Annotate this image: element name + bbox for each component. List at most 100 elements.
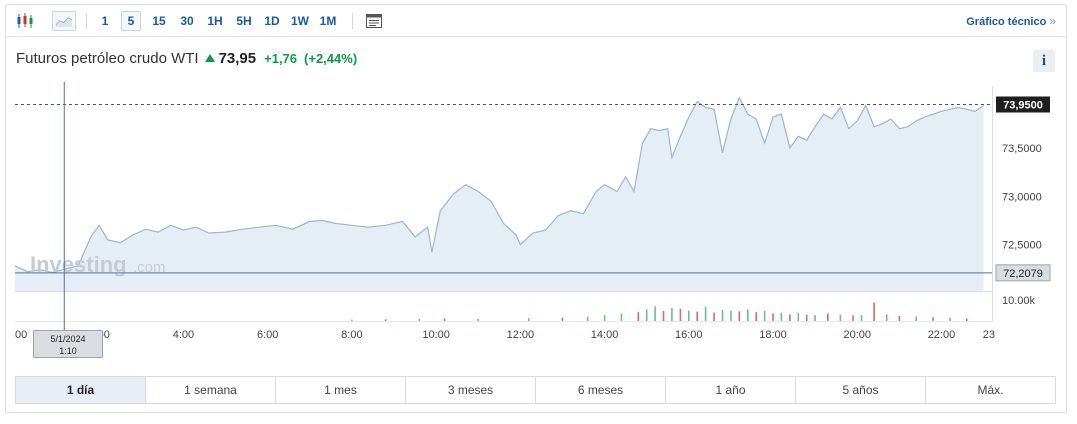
volume-bar	[654, 306, 656, 321]
price-series-line	[14, 96, 984, 274]
volume-bar	[696, 311, 698, 322]
y-tick-label: 73,5000	[1002, 143, 1042, 155]
range-tab-1[interactable]: 1 semana	[146, 377, 276, 403]
price-change: +1,76	[264, 51, 298, 66]
x-tick-label: 16:00	[675, 329, 703, 341]
volume-bar	[949, 317, 951, 321]
price-change-percent: (+2,44%)	[304, 51, 358, 66]
tooltip-date: 5/1/2024	[50, 334, 86, 344]
volume-bar	[637, 312, 640, 321]
volume-bar	[747, 309, 749, 321]
double-chevron-right-icon: »	[1049, 14, 1056, 28]
range-tab-3[interactable]: 3 meses	[406, 377, 536, 403]
timeframe-1m[interactable]: 1M	[319, 14, 337, 28]
x-tick-label: 20:00	[843, 329, 871, 341]
watermark-suffix: .com	[133, 259, 166, 276]
range-tab-5[interactable]: 1 año	[666, 377, 796, 403]
volume-bar	[965, 318, 968, 321]
y-tick-label: 73,0000	[1002, 191, 1042, 203]
volume-bar	[645, 309, 648, 321]
area-chart-icon[interactable]	[52, 11, 76, 31]
range-tab-4[interactable]: 6 meses	[536, 377, 666, 403]
volume-bar	[839, 314, 842, 321]
timeframe-30[interactable]: 30	[180, 14, 194, 28]
x-tick-label: 23	[983, 329, 995, 341]
toolbar-divider	[86, 13, 87, 29]
volume-bar	[932, 317, 934, 321]
volume-bar	[873, 302, 875, 321]
panel-layout-icon[interactable]	[363, 11, 385, 31]
volume-bar	[721, 310, 724, 321]
volume-bar	[603, 315, 606, 321]
volume-bar	[797, 313, 800, 321]
volume-bar	[755, 312, 757, 321]
tooltip-time: 1:10	[59, 346, 77, 356]
chart-toolbar: 1 5 15 30 1H 5H 1D 1W 1M Gráfico técnico…	[6, 5, 1066, 37]
volume-bar	[789, 314, 791, 321]
x-tick-label: 4:00	[173, 329, 194, 341]
volume-bar	[885, 314, 888, 321]
volume-bar	[852, 315, 854, 321]
timeframe-1d[interactable]: 1D	[264, 14, 280, 28]
volume-bar	[662, 310, 665, 321]
crosshair-date-tooltip: 5/1/2024 1:10	[33, 330, 103, 358]
timeframe-5[interactable]: 5	[121, 11, 141, 31]
x-tick-label: 12:00	[507, 329, 535, 341]
timeframe-1h[interactable]: 1H	[207, 14, 223, 28]
instrument-header: Futuros petróleo crudo WTI 73,95 +1,76 (…	[16, 50, 357, 67]
range-tab-7[interactable]: Máx.	[926, 377, 1055, 403]
volume-bar	[780, 312, 783, 321]
y-tick-label: 72,5000	[1002, 240, 1042, 252]
volume-bar	[730, 310, 732, 321]
toolbar-divider	[352, 13, 353, 29]
volume-bar	[827, 313, 829, 321]
volume-bar	[688, 310, 690, 321]
volume-bar	[772, 313, 774, 321]
range-tab-6[interactable]: 5 años	[796, 377, 926, 403]
volume-bar	[898, 316, 901, 321]
volume-bar	[477, 318, 479, 321]
volume-bar	[586, 316, 589, 321]
x-tick-label: 8:00	[341, 329, 362, 341]
crosshair-price-label: 72,2079	[1003, 268, 1043, 280]
price-area-fill	[15, 97, 984, 291]
last-price: 73,95	[218, 50, 257, 67]
volume-bar	[671, 308, 673, 321]
x-tick-label: 10:00	[422, 329, 450, 341]
range-tab-0[interactable]: 1 día	[16, 377, 146, 403]
volume-bar	[384, 319, 387, 321]
timeframe-1[interactable]: 1	[101, 14, 109, 28]
x-tick-label: 14:00	[591, 329, 619, 341]
range-tab-2[interactable]: 1 mes	[276, 377, 406, 403]
technical-chart-label: Gráfico técnico	[966, 16, 1047, 28]
volume-bar	[443, 318, 446, 321]
volume-bar	[814, 315, 816, 321]
timeframe-5h[interactable]: 5H	[236, 14, 252, 28]
volume-bar	[418, 318, 421, 321]
volume-bar	[528, 318, 530, 321]
timeframe-15[interactable]: 15	[152, 14, 166, 28]
volume-bar	[915, 316, 917, 321]
x-tick-label: 6:00	[257, 329, 278, 341]
volume-bar	[561, 317, 564, 321]
volume-bar	[679, 308, 682, 321]
x-tick-label: 22:00	[928, 329, 956, 341]
up-arrow-icon	[204, 54, 215, 62]
volume-bar	[738, 311, 741, 321]
info-button[interactable]: i	[1033, 50, 1055, 72]
candlestick-icon[interactable]	[14, 11, 36, 31]
timeframe-1w[interactable]: 1W	[291, 14, 309, 28]
crosshair-price-badge	[995, 264, 1051, 282]
volume-scale-label: 10.00k	[1002, 295, 1036, 307]
volume-bar	[351, 319, 353, 321]
volume-bar	[860, 315, 863, 321]
current-price-badge	[996, 96, 1050, 113]
technical-chart-link[interactable]: Gráfico técnico»	[966, 14, 1056, 28]
current-price-label: 73,9500	[1003, 99, 1043, 111]
instrument-name: Futuros petróleo crudo WTI	[16, 50, 199, 67]
volume-bar	[805, 314, 808, 321]
x-tick-label: 00	[15, 329, 27, 341]
volume-bar	[704, 306, 707, 321]
volume-bar	[713, 312, 715, 321]
